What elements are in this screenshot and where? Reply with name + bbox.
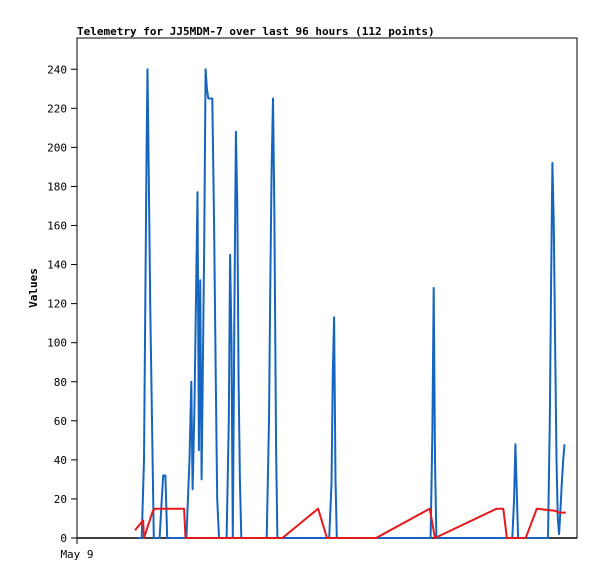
y-tick-label: 20 — [54, 493, 67, 506]
y-tick-label: 140 — [47, 259, 67, 272]
series-lines — [134, 68, 566, 539]
y-tick-label: 200 — [47, 141, 67, 154]
chart-title: Telemetry for JJ5MDM-7 over last 96 hour… — [77, 25, 435, 38]
y-tick-label: 240 — [47, 63, 67, 76]
y-tick-label: 40 — [54, 454, 67, 467]
x-axis-ticks: May 9 — [60, 538, 94, 561]
y-tick-label: 100 — [47, 337, 67, 350]
y-axis-label: Values — [27, 268, 40, 308]
y-tick-label: 220 — [47, 102, 67, 115]
plot-frame — [76, 37, 578, 539]
y-tick-label: 160 — [47, 220, 67, 233]
y-tick-label: 80 — [54, 376, 67, 389]
y-axis-ticks: 0 20 40 60 80 100 120 140 160 180 200 220 240 — [47, 63, 77, 545]
series-line-1 — [137, 68, 566, 539]
series-line-2 — [134, 507, 566, 539]
y-tick-label: 120 — [47, 298, 67, 311]
y-tick-label: 60 — [54, 415, 67, 428]
x-tick-label: May 9 — [60, 548, 93, 561]
y-tick-label: 180 — [47, 180, 67, 193]
y-tick-label: 0 — [60, 532, 67, 545]
